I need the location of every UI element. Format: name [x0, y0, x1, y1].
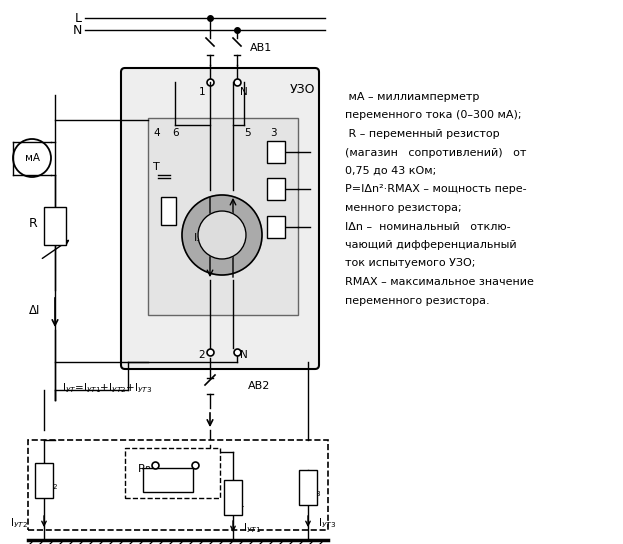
Text: L: L — [75, 11, 82, 24]
Text: АВ1: АВ1 — [250, 43, 272, 53]
Text: мА: мА — [24, 153, 39, 163]
Bar — [125, 448, 220, 498]
Text: R$_{ВН}$: R$_{ВН}$ — [137, 462, 158, 476]
Text: I₁: I₁ — [194, 233, 202, 243]
Text: менного резистора;: менного резистора; — [345, 203, 462, 213]
Text: (магазин   сопротивлений)   от: (магазин сопротивлений) от — [345, 147, 526, 158]
Text: ΔI: ΔI — [29, 304, 40, 317]
Text: IΔn –  номинальный   отклю-: IΔn – номинальный отклю- — [345, 221, 511, 232]
Text: 3: 3 — [270, 128, 277, 138]
Text: переменного резистора.: переменного резистора. — [345, 295, 490, 306]
Text: R: R — [163, 198, 171, 208]
Text: I$_{УТ2}$: I$_{УТ2}$ — [10, 516, 28, 530]
Bar — [143, 468, 193, 492]
Bar — [267, 216, 285, 238]
Text: N: N — [240, 350, 248, 360]
Text: АВ2: АВ2 — [248, 381, 270, 391]
Bar — [267, 178, 285, 200]
Bar — [161, 197, 176, 225]
Text: R$_{ИЗ1}$: R$_{ИЗ1}$ — [222, 496, 245, 510]
Text: R$_{Н}$: R$_{Н}$ — [157, 474, 173, 488]
Circle shape — [182, 195, 262, 275]
Text: N: N — [240, 87, 248, 97]
Bar — [44, 207, 66, 245]
Text: 2: 2 — [198, 350, 205, 360]
Text: R$_{ИЗ3}$: R$_{ИЗ3}$ — [298, 485, 321, 499]
Text: I$_{УТ1}$: I$_{УТ1}$ — [243, 521, 261, 535]
Text: 1: 1 — [270, 182, 277, 192]
Text: ток испытуемого УЗО;: ток испытуемого УЗО; — [345, 258, 475, 269]
Text: T: T — [153, 162, 159, 172]
Text: R – переменный резистор: R – переменный резистор — [345, 129, 500, 139]
Bar — [28, 440, 328, 530]
Text: R$_{ИЗ2}$: R$_{ИЗ2}$ — [35, 478, 58, 492]
Text: RМAX – максимальное значение: RМAX – максимальное значение — [345, 277, 534, 287]
Bar — [224, 480, 242, 515]
Bar — [148, 118, 298, 315]
Bar — [267, 141, 285, 163]
Text: мА – миллиамперметр: мА – миллиамперметр — [345, 92, 479, 102]
Text: I₂: I₂ — [236, 227, 244, 237]
Bar — [299, 470, 317, 505]
Text: 5: 5 — [244, 128, 250, 138]
Text: 1: 1 — [198, 87, 205, 97]
Circle shape — [198, 211, 246, 259]
Text: N: N — [73, 23, 82, 36]
Text: чающий дифференциальный: чающий дифференциальный — [345, 240, 516, 250]
Text: 0,75 до 43 кОм;: 0,75 до 43 кОм; — [345, 166, 436, 176]
Text: 4: 4 — [153, 128, 159, 138]
Text: I$_{УТ3}$: I$_{УТ3}$ — [318, 516, 336, 530]
Text: P=IΔn²·RМAX – мощность пере-: P=IΔn²·RМAX – мощность пере- — [345, 184, 526, 195]
Text: 2: 2 — [270, 220, 277, 230]
Text: I$_{УТ}$=I$_{УТ1}$+I$_{УТ2}$+I$_{УТ3}$: I$_{УТ}$=I$_{УТ1}$+I$_{УТ2}$+I$_{УТ3}$ — [62, 381, 153, 395]
Text: переменного тока (0–300 мА);: переменного тока (0–300 мА); — [345, 110, 521, 121]
Text: УЗО: УЗО — [290, 83, 315, 96]
Text: 6: 6 — [172, 128, 179, 138]
FancyBboxPatch shape — [121, 68, 319, 369]
Text: R: R — [29, 217, 38, 230]
Bar — [35, 463, 53, 498]
